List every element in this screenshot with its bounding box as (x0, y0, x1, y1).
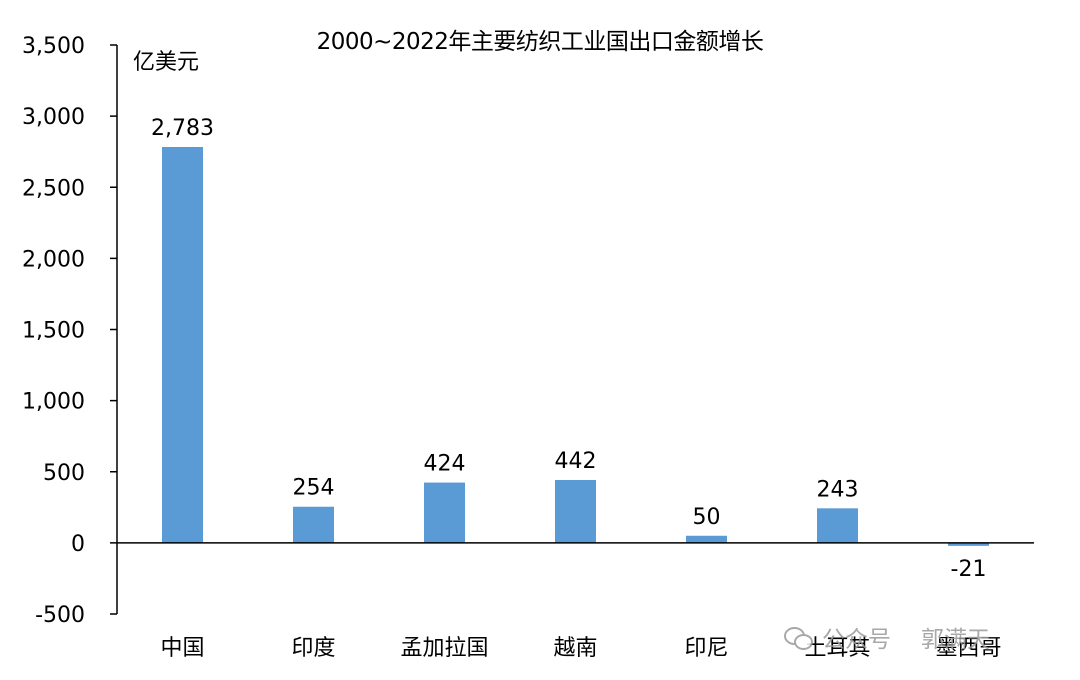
bar (162, 146, 203, 543)
x-category-label: 印尼 (684, 636, 728, 661)
x-category-label: 越南 (553, 636, 597, 661)
y-axis-unit-label: 亿美元 (133, 50, 200, 75)
data-label: 424 (424, 452, 466, 477)
x-category-label: 孟加拉国 (400, 636, 488, 661)
bar (817, 508, 858, 543)
chart-title: 2000~2022年主要纺织工业国出口金额增长 (316, 29, 764, 55)
bar (948, 542, 989, 546)
bar (686, 535, 727, 543)
wechat-logo-icon (784, 625, 813, 650)
bar (424, 482, 465, 543)
data-label: 442 (555, 449, 597, 474)
bar (293, 506, 334, 543)
data-label: 2,783 (151, 116, 214, 141)
watermark: 公众号 郭满天 (784, 620, 990, 654)
x-category-label: 印度 (291, 636, 335, 661)
y-tick-label: 1,500 (22, 319, 85, 344)
y-tick-label: -500 (35, 603, 85, 628)
x-category-label: 墨西哥 (935, 636, 1001, 661)
bar (555, 480, 596, 543)
y-tick-label: 1,000 (22, 390, 85, 415)
watermark-author: 郭满天 (921, 627, 990, 653)
y-tick-label: 2,500 (22, 176, 85, 201)
y-tick-label: 0 (71, 532, 85, 557)
y-tick-label: 3,500 (22, 34, 85, 59)
data-label: 243 (817, 477, 859, 502)
data-label: 254 (293, 476, 335, 501)
data-label: -21 (951, 557, 987, 582)
y-tick-label: 500 (43, 461, 85, 486)
y-tick-label: 3,000 (22, 105, 85, 130)
x-category-label: 土耳其 (804, 636, 870, 661)
x-category-label: 中国 (160, 636, 204, 661)
watermark-platform: 公众号 (822, 627, 891, 653)
y-tick-label: 2,000 (22, 247, 85, 272)
data-label: 50 (693, 505, 721, 530)
